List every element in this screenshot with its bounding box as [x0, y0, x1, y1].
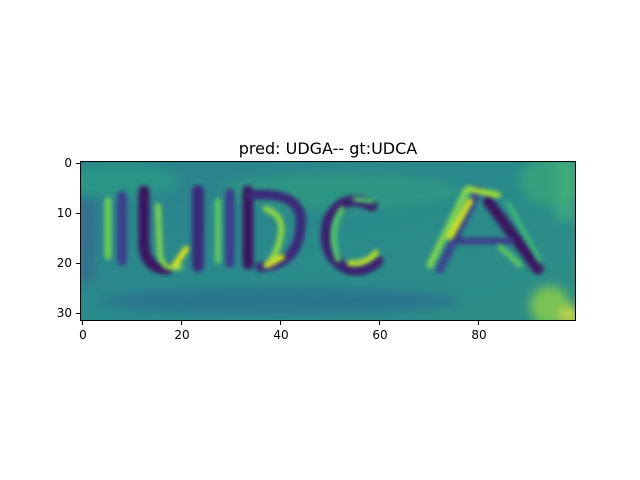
y-tick-mark	[76, 263, 80, 264]
y-tick-label: 20	[56, 256, 72, 270]
x-tick-mark	[181, 321, 182, 325]
x-tick-label: 80	[471, 328, 487, 342]
y-tick-mark	[76, 213, 80, 214]
x-tick-mark	[478, 321, 479, 325]
x-tick-label: 0	[79, 328, 87, 342]
y-tick-label: 30	[56, 306, 72, 320]
x-tick-mark	[82, 321, 83, 325]
x-tick-label: 60	[372, 328, 388, 342]
y-tick-mark	[76, 163, 80, 164]
y-tick-mark	[76, 313, 80, 314]
y-tick-label: 0	[64, 156, 72, 170]
plot-title: pred: UDGA-- gt:UDCA	[238, 139, 418, 158]
heatmap-image	[80, 161, 576, 321]
x-tick-mark	[280, 321, 281, 325]
x-tick-label: 20	[174, 328, 190, 342]
y-tick-label: 10	[56, 206, 72, 220]
x-tick-mark	[379, 321, 380, 325]
word-crop-image	[80, 161, 576, 321]
x-tick-label: 40	[273, 328, 289, 342]
